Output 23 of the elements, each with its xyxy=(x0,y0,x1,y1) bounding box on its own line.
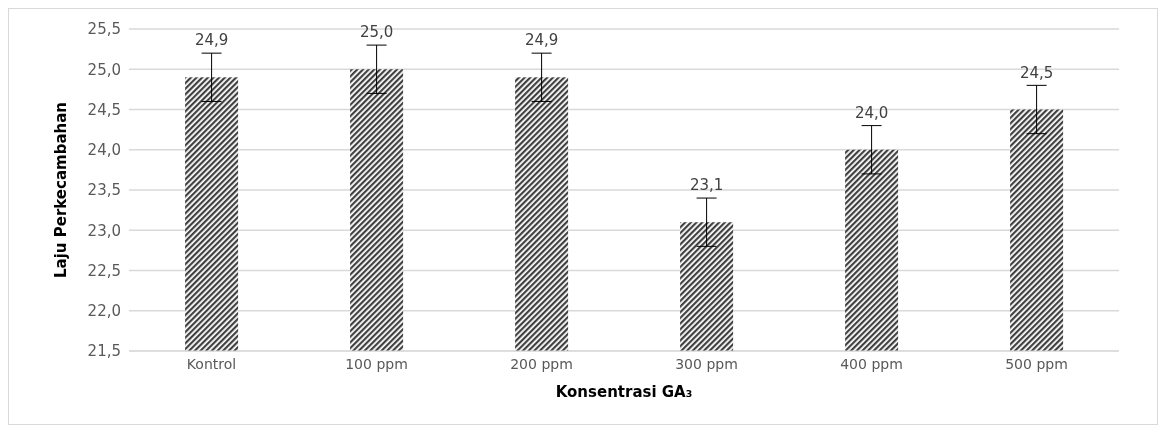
y-axis-title: Laju Perkecambahan xyxy=(52,101,71,279)
y-tick-label: 23,5 xyxy=(87,181,121,200)
y-tick-label: 25,5 xyxy=(87,20,121,39)
x-tick-label: 200 ppm xyxy=(510,355,573,372)
data-label: 24,5 xyxy=(1019,63,1054,82)
data-label: 25,0 xyxy=(359,23,394,42)
y-tick-label: 22,5 xyxy=(87,261,121,280)
y-tick-label: 24,0 xyxy=(87,141,121,160)
x-tick-label: 100 ppm xyxy=(345,355,408,372)
y-tick-label: 25,0 xyxy=(87,60,121,79)
y-tick-label: 21,5 xyxy=(87,342,121,361)
y-tick-label: 22,0 xyxy=(87,302,121,321)
data-label: 23,1 xyxy=(689,176,724,195)
y-tick-label: 23,0 xyxy=(87,221,121,240)
x-tick-label: 500 ppm xyxy=(1005,355,1068,372)
x-tick-label: Kontrol xyxy=(186,355,237,372)
x-axis-title: Konsentrasi GA₃ xyxy=(555,383,693,401)
data-label: 24,9 xyxy=(524,31,559,50)
data-label: 24,9 xyxy=(194,31,229,50)
x-tick-label: 300 ppm xyxy=(675,355,738,372)
data-label: 24,0 xyxy=(854,103,889,122)
y-tick-label: 24,5 xyxy=(87,100,121,119)
x-tick-label: 400 ppm xyxy=(840,355,903,372)
